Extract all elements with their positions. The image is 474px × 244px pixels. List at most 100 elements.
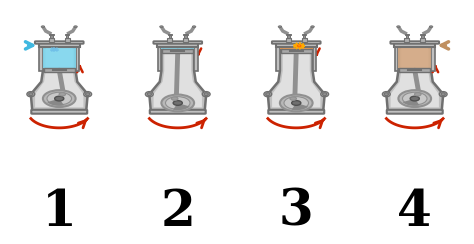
FancyBboxPatch shape	[150, 110, 206, 114]
Polygon shape	[391, 47, 439, 107]
Circle shape	[172, 97, 178, 100]
Bar	[420, 34, 425, 35]
Polygon shape	[268, 47, 325, 110]
FancyBboxPatch shape	[394, 43, 435, 47]
Ellipse shape	[29, 93, 33, 96]
FancyBboxPatch shape	[35, 41, 83, 44]
Bar	[420, 38, 425, 42]
Circle shape	[160, 26, 163, 28]
Bar	[398, 43, 431, 68]
Bar	[167, 38, 173, 42]
Bar	[276, 47, 280, 71]
Circle shape	[55, 96, 64, 101]
Polygon shape	[31, 47, 88, 110]
Text: 1: 1	[42, 188, 77, 237]
Bar	[302, 34, 306, 35]
Text: 4: 4	[397, 188, 432, 237]
Bar	[194, 47, 198, 71]
Bar	[50, 35, 53, 38]
FancyBboxPatch shape	[272, 41, 320, 44]
Ellipse shape	[383, 92, 390, 97]
Bar	[395, 47, 398, 71]
Bar	[405, 34, 409, 35]
Circle shape	[74, 26, 77, 28]
Circle shape	[43, 90, 76, 107]
FancyBboxPatch shape	[157, 43, 199, 47]
Bar	[184, 35, 187, 38]
Ellipse shape	[265, 93, 270, 96]
Circle shape	[278, 26, 282, 28]
Text: 3: 3	[279, 188, 314, 237]
Bar	[431, 47, 435, 71]
Ellipse shape	[147, 93, 152, 96]
Ellipse shape	[146, 92, 153, 97]
Bar	[287, 35, 290, 38]
Polygon shape	[149, 47, 206, 110]
Bar	[169, 35, 172, 38]
FancyBboxPatch shape	[153, 41, 202, 44]
Bar	[64, 38, 70, 42]
Circle shape	[397, 26, 400, 28]
Ellipse shape	[321, 92, 328, 97]
Circle shape	[280, 94, 313, 111]
Polygon shape	[173, 103, 190, 110]
Circle shape	[59, 92, 65, 96]
Ellipse shape	[441, 93, 445, 96]
Bar	[49, 38, 54, 42]
Bar	[43, 43, 76, 68]
Bar	[158, 47, 161, 71]
Bar	[39, 47, 43, 71]
Bar	[183, 38, 188, 42]
FancyBboxPatch shape	[387, 110, 443, 114]
Bar	[313, 47, 316, 71]
Ellipse shape	[439, 92, 447, 97]
Circle shape	[297, 45, 301, 47]
Circle shape	[292, 101, 301, 105]
Bar	[286, 38, 291, 42]
Bar	[421, 35, 424, 38]
Circle shape	[173, 101, 182, 105]
Circle shape	[161, 94, 194, 111]
Circle shape	[41, 26, 45, 28]
Ellipse shape	[202, 92, 210, 97]
FancyBboxPatch shape	[31, 110, 87, 114]
Circle shape	[165, 97, 190, 109]
Circle shape	[290, 97, 296, 100]
FancyBboxPatch shape	[281, 49, 312, 53]
Bar	[183, 34, 188, 35]
Bar	[161, 43, 194, 49]
Polygon shape	[47, 99, 64, 106]
Circle shape	[284, 97, 309, 109]
FancyBboxPatch shape	[390, 41, 439, 44]
Ellipse shape	[85, 93, 90, 96]
Bar	[280, 43, 312, 49]
Bar	[49, 34, 54, 35]
FancyBboxPatch shape	[399, 68, 430, 72]
Circle shape	[415, 92, 421, 96]
Circle shape	[410, 96, 419, 101]
FancyBboxPatch shape	[276, 43, 317, 47]
Ellipse shape	[322, 93, 327, 96]
Bar	[65, 35, 69, 38]
Ellipse shape	[84, 92, 91, 97]
Circle shape	[429, 26, 433, 28]
Polygon shape	[386, 47, 443, 110]
Polygon shape	[403, 99, 419, 106]
Ellipse shape	[27, 92, 35, 97]
Bar	[286, 34, 291, 35]
Text: 2: 2	[160, 188, 195, 237]
Ellipse shape	[384, 93, 388, 96]
Polygon shape	[154, 47, 202, 107]
FancyBboxPatch shape	[38, 43, 80, 47]
Polygon shape	[35, 47, 83, 107]
Circle shape	[192, 26, 196, 28]
Polygon shape	[272, 47, 320, 107]
Bar	[65, 34, 69, 35]
Bar	[405, 35, 408, 38]
Bar	[302, 35, 305, 38]
Bar	[168, 34, 172, 35]
FancyBboxPatch shape	[44, 68, 75, 72]
Circle shape	[398, 90, 431, 107]
FancyBboxPatch shape	[162, 49, 193, 53]
Bar	[301, 38, 307, 42]
